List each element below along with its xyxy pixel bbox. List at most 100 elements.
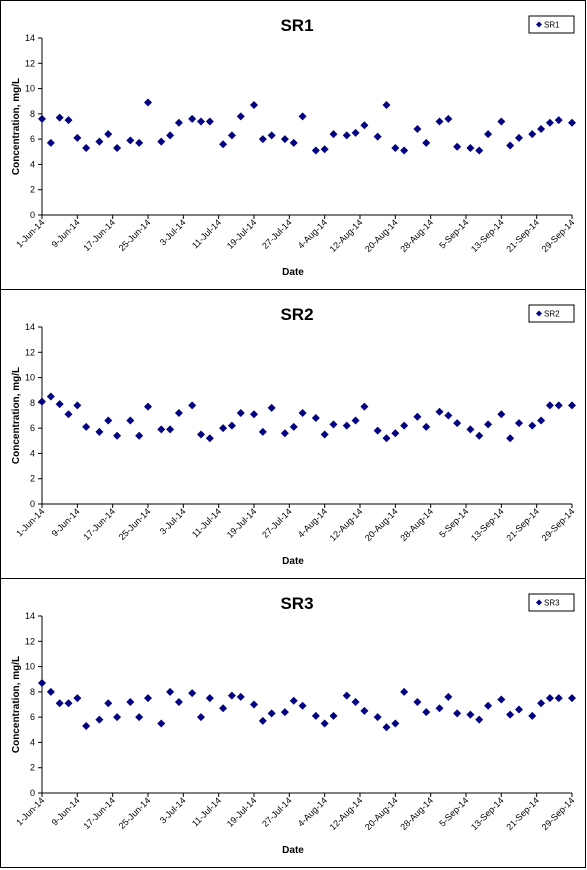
y-axis-title: Concentration, mg/L	[11, 367, 22, 464]
legend-label: SR2	[544, 310, 560, 319]
data-point	[360, 706, 369, 715]
x-tick-label: 28-Aug-14	[398, 217, 435, 254]
data-point	[197, 713, 205, 722]
data-point	[373, 426, 382, 435]
y-tick-label: 6	[30, 712, 35, 722]
y-tick-label: 10	[25, 373, 35, 383]
data-point	[444, 114, 453, 123]
data-point	[537, 699, 546, 708]
legend-box	[528, 15, 575, 34]
data-point	[95, 427, 104, 436]
data-point	[382, 434, 391, 443]
data-point	[453, 419, 462, 428]
data-point	[506, 434, 515, 443]
data-point	[545, 118, 554, 127]
x-tick-label: 12-Aug-14	[328, 217, 365, 254]
data-point	[104, 699, 113, 708]
data-point	[453, 142, 462, 151]
data-point	[219, 424, 228, 433]
legend-marker	[536, 310, 542, 317]
data-point	[38, 679, 46, 688]
y-tick-label: 12	[25, 347, 35, 357]
data-point	[126, 697, 135, 706]
data-point	[537, 416, 546, 425]
data-point	[197, 117, 205, 126]
data-point	[267, 131, 276, 140]
legend-marker	[536, 21, 542, 28]
data-point	[280, 135, 289, 144]
data-point	[528, 711, 537, 720]
data-point	[373, 713, 382, 722]
y-tick-label: 6	[30, 134, 35, 144]
data-point	[329, 420, 338, 429]
x-tick-label: 5-Sep-14	[437, 506, 470, 539]
data-point	[113, 431, 122, 440]
y-tick-label: 4	[30, 159, 35, 169]
x-tick-label: 4-Aug-14	[296, 795, 329, 828]
legend-box	[528, 593, 575, 612]
data-point	[95, 137, 104, 146]
data-point	[267, 403, 276, 412]
y-tick-label: 12	[25, 636, 35, 646]
data-point	[135, 431, 144, 440]
data-point	[391, 719, 400, 728]
data-point	[400, 146, 409, 155]
y-tick-label: 14	[25, 33, 35, 43]
x-tick-label: 17-Jun-14	[81, 506, 117, 542]
data-point	[382, 101, 391, 110]
x-tick-label: 4-Aug-14	[296, 506, 329, 539]
data-point	[400, 421, 409, 430]
data-point	[157, 137, 166, 146]
data-point	[144, 402, 152, 411]
chart-panel-sr2: SR2 0 2 4 6 8 10 12 14 1-Jun-14 9-Jun-14 17-Jun-14 2…	[0, 289, 586, 579]
data-point	[545, 694, 554, 703]
x-tick-label: 25-Jun-14	[117, 217, 153, 253]
x-tick-label: 3-Jul-14	[158, 506, 188, 536]
data-point	[391, 143, 400, 152]
data-point	[466, 425, 475, 434]
data-point	[506, 141, 515, 150]
x-tick-label: 29-Sep-14	[540, 217, 577, 254]
data-point	[166, 131, 175, 140]
x-tick-label: 20-Aug-14	[363, 795, 400, 832]
data-point	[351, 416, 360, 425]
data-point	[205, 434, 214, 443]
y-tick-label: 2	[30, 185, 35, 195]
data-point	[329, 711, 338, 720]
data-point	[236, 692, 245, 701]
x-tick-label: 1-Jun-14	[14, 795, 46, 827]
data-point	[484, 420, 493, 429]
legend-box	[528, 304, 575, 323]
legend: SR1	[528, 15, 575, 34]
data-point	[166, 425, 175, 434]
data-point	[219, 140, 228, 149]
x-tick-label: 28-Aug-14	[398, 506, 435, 543]
data-point	[126, 136, 135, 145]
data-point	[38, 114, 46, 123]
data-point	[311, 146, 320, 155]
data-point	[174, 697, 183, 706]
data-point	[422, 138, 431, 147]
data-point	[298, 701, 307, 710]
data-point	[280, 708, 289, 717]
data-point	[258, 427, 267, 436]
data-point	[506, 710, 515, 719]
data-point	[144, 98, 152, 107]
y-axis-title: Concentration, mg/L	[11, 656, 22, 753]
data-point	[413, 697, 422, 706]
data-point	[126, 416, 135, 425]
data-point	[568, 118, 576, 127]
y-tick-label: 12	[25, 58, 35, 68]
data-point	[166, 687, 175, 696]
data-point	[342, 131, 351, 140]
x-tick-label: 19-Jul-14	[225, 506, 259, 540]
x-tick-label: 25-Jun-14	[117, 795, 153, 831]
data-point	[528, 421, 537, 430]
data-point	[554, 694, 563, 703]
data-point	[554, 116, 563, 125]
chart-panel-sr3: SR3 0 2 4 6 8 10 12 14 1-Jun-14 9-Jun-14 17-Jun-14 2…	[0, 578, 586, 868]
x-tick-label: 29-Sep-14	[540, 795, 577, 832]
x-tick-label: 19-Jul-14	[225, 795, 259, 829]
data-point	[82, 721, 91, 730]
